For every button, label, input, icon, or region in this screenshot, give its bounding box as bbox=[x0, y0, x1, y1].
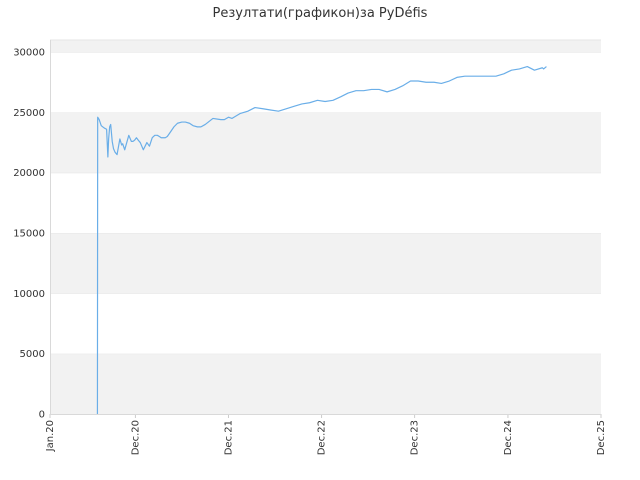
grid-band bbox=[50, 172, 601, 234]
y-tick-label: 25000 bbox=[13, 108, 45, 119]
x-tick-label: Dec.20 bbox=[130, 420, 141, 455]
x-tick-label: Dec.21 bbox=[223, 420, 234, 455]
x-tick-label: Dec.22 bbox=[317, 420, 328, 455]
series-group bbox=[96, 65, 547, 415]
x-tick-label: Dec.23 bbox=[410, 420, 421, 455]
grid-band bbox=[50, 40, 601, 53]
y-tick-label: 5000 bbox=[20, 349, 45, 360]
y-tick-label: 15000 bbox=[13, 229, 45, 240]
y-axis-ticks: 0 5000 10000 15000 20000 25000 30000 bbox=[13, 48, 45, 421]
x-tick-label: Dec.24 bbox=[503, 420, 514, 455]
grid-bands bbox=[50, 39, 601, 414]
grid-band bbox=[50, 353, 601, 414]
grid-band bbox=[50, 293, 601, 354]
grid-band bbox=[50, 233, 601, 294]
grid-band bbox=[50, 52, 601, 113]
y-tick-label: 30000 bbox=[13, 48, 45, 59]
x-axis-ticks: Jan.20 Dec.20 Dec.21 Dec.22 Dec.23 Dec.24 Dec.… bbox=[45, 414, 607, 455]
y-tick-label: 10000 bbox=[13, 289, 45, 300]
series-line bbox=[96, 65, 547, 415]
y-tick-label: 20000 bbox=[13, 168, 45, 179]
chart-title: Резултати(графикон)за PyDéfis bbox=[213, 6, 428, 21]
x-tick-label: Dec.25 bbox=[596, 420, 607, 455]
y-tick-label: 0 bbox=[39, 410, 45, 421]
x-tick-label: Jan.20 bbox=[45, 420, 56, 452]
grid-band bbox=[50, 112, 601, 173]
